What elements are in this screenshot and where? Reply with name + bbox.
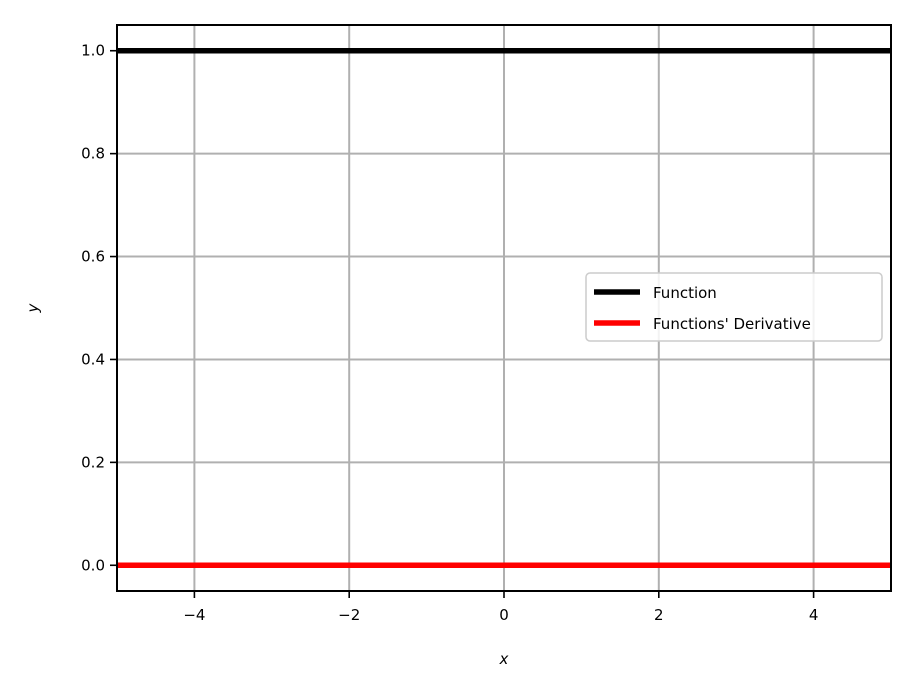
legend-label: Function xyxy=(653,284,717,302)
axis-ticks: −4 −2 0 2 4 0.0 0.2 0.4 0.6 0.8 1.0 xyxy=(81,42,818,624)
x-tick-label: −2 xyxy=(338,606,360,624)
legend-label: Functions' Derivative xyxy=(653,315,811,333)
y-tick-label: 0.8 xyxy=(81,145,105,163)
x-tick-label: 2 xyxy=(654,606,664,624)
y-tick-label: 0.0 xyxy=(81,556,105,574)
y-tick-label: 0.6 xyxy=(81,248,105,266)
y-axis-label: y xyxy=(24,302,42,313)
y-tick-label: 1.0 xyxy=(81,42,105,60)
x-tick-label: −4 xyxy=(183,606,205,624)
x-axis-label: x xyxy=(499,650,509,668)
legend-box xyxy=(585,272,883,342)
y-tick-label: 0.4 xyxy=(81,350,105,368)
series-lines xyxy=(117,47,891,569)
legend: Function Functions' Derivative xyxy=(585,272,883,342)
x-tick-label: 4 xyxy=(809,606,819,624)
x-tick-label: 0 xyxy=(499,606,509,624)
y-tick-label: 0.2 xyxy=(81,453,105,471)
